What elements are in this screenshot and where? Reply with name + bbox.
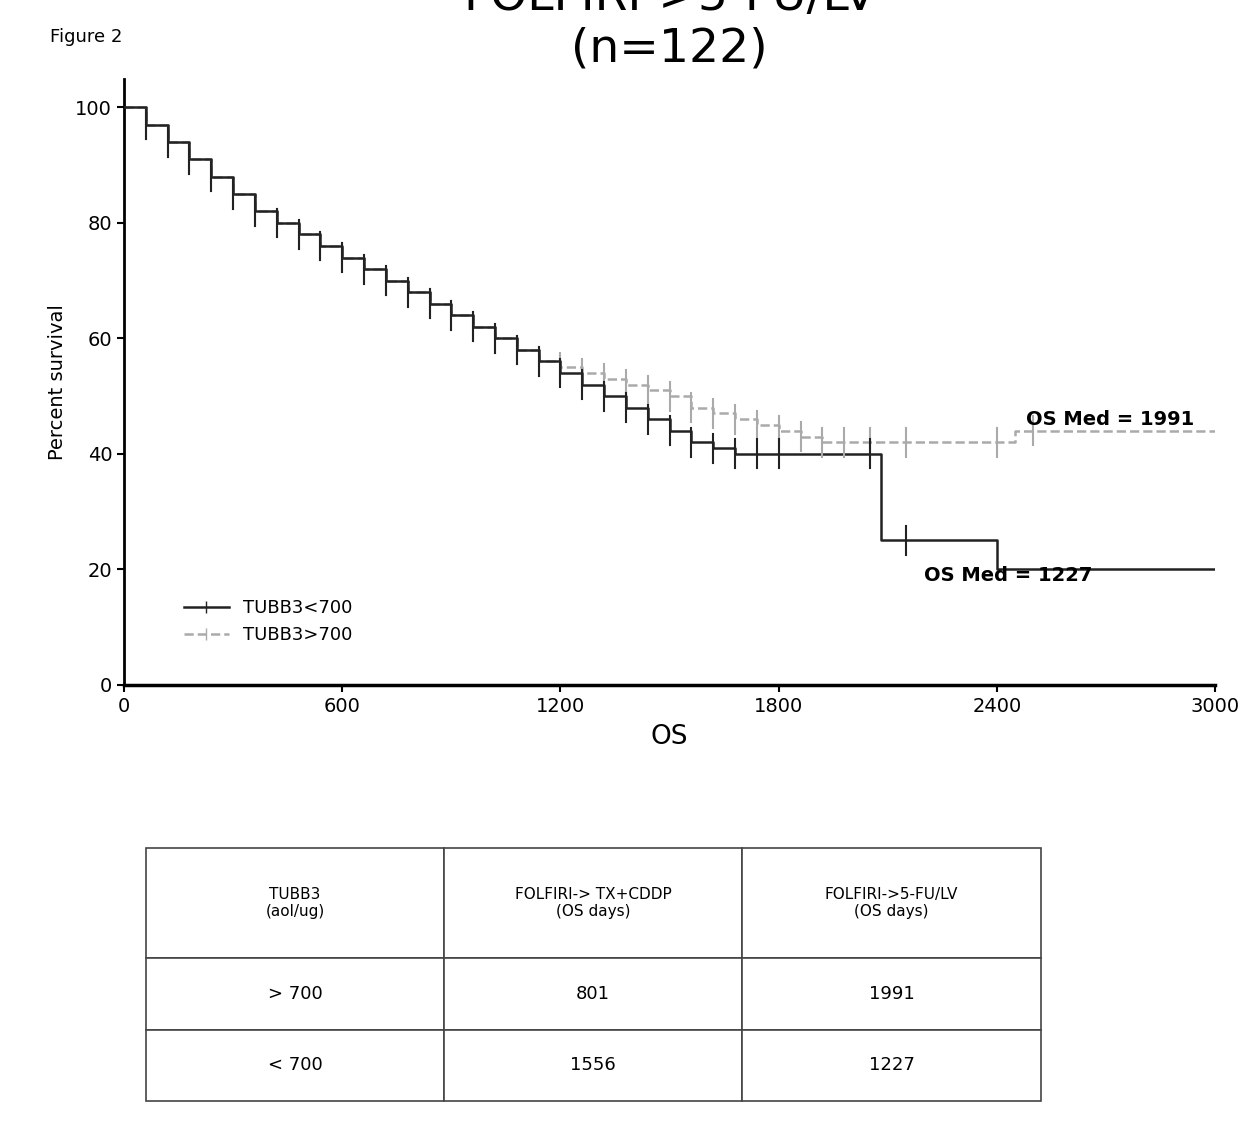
TUBB3<700 bbox=[312, 239, 327, 253]
TUBB3>700 bbox=[954, 436, 968, 449]
TUBB3>700 bbox=[553, 360, 568, 374]
TUBB3<700 bbox=[553, 366, 568, 380]
TUBB3>700 bbox=[139, 118, 154, 131]
Line: TUBB3<700: TUBB3<700 bbox=[124, 108, 1215, 569]
TUBB3>700 bbox=[575, 366, 590, 380]
TUBB3<700 bbox=[794, 447, 808, 460]
TUBB3<700 bbox=[117, 101, 131, 115]
TUBB3>700 bbox=[531, 355, 546, 368]
TUBB3<700 bbox=[684, 436, 699, 449]
TUBB3>700 bbox=[771, 424, 786, 438]
TUBB3>700 bbox=[1008, 424, 1023, 438]
TUBB3<700 bbox=[335, 250, 350, 264]
TUBB3>700 bbox=[684, 401, 699, 414]
TUBB3>700 bbox=[862, 436, 877, 449]
TUBB3<700 bbox=[378, 274, 393, 287]
TUBB3<700 bbox=[422, 296, 436, 310]
TUBB3<700 bbox=[662, 424, 677, 438]
TUBB3<700 bbox=[990, 563, 1004, 576]
TUBB3>700 bbox=[291, 228, 306, 241]
TUBB3>700 bbox=[1135, 424, 1149, 438]
TUBB3>700 bbox=[248, 204, 263, 218]
TUBB3<700 bbox=[706, 441, 720, 455]
TUBB3>700 bbox=[1208, 424, 1223, 438]
TUBB3>700 bbox=[990, 436, 1004, 449]
TUBB3<700 bbox=[575, 377, 590, 391]
TUBB3<700 bbox=[531, 355, 546, 368]
TUBB3>700 bbox=[1063, 424, 1078, 438]
TUBB3>700 bbox=[1025, 424, 1040, 438]
TUBB3>700 bbox=[357, 263, 372, 276]
TUBB3>700 bbox=[487, 331, 502, 345]
TUBB3>700 bbox=[662, 390, 677, 403]
TUBB3>700 bbox=[117, 101, 131, 115]
TUBB3<700 bbox=[954, 533, 968, 547]
TUBB3>700 bbox=[401, 285, 415, 299]
TUBB3<700 bbox=[619, 401, 634, 414]
TUBB3<700 bbox=[844, 447, 859, 460]
Text: Figure 2: Figure 2 bbox=[50, 28, 122, 46]
TUBB3>700 bbox=[510, 344, 525, 357]
TUBB3<700 bbox=[837, 447, 852, 460]
TUBB3>700 bbox=[422, 296, 436, 310]
TUBB3<700 bbox=[226, 188, 241, 201]
TUBB3>700 bbox=[226, 188, 241, 201]
TUBB3>700 bbox=[269, 217, 284, 230]
TUBB3<700 bbox=[182, 153, 197, 166]
TUBB3<700 bbox=[852, 447, 867, 460]
TUBB3<700 bbox=[916, 533, 931, 547]
TUBB3>700 bbox=[844, 436, 859, 449]
TUBB3>700 bbox=[466, 320, 481, 334]
TUBB3<700 bbox=[139, 118, 154, 131]
TUBB3>700 bbox=[794, 430, 808, 444]
TUBB3<700 bbox=[815, 447, 830, 460]
X-axis label: OS: OS bbox=[651, 724, 688, 750]
TUBB3<700 bbox=[291, 228, 306, 241]
TUBB3>700 bbox=[335, 250, 350, 264]
TUBB3>700 bbox=[640, 384, 655, 398]
TUBB3>700 bbox=[706, 407, 720, 420]
TUBB3<700 bbox=[466, 320, 481, 334]
Title: FOLFIRI->5-FU/LV
(n=122): FOLFIRI->5-FU/LV (n=122) bbox=[463, 0, 877, 72]
TUBB3<700 bbox=[1063, 563, 1078, 576]
Text: OS Med = 1227: OS Med = 1227 bbox=[924, 566, 1092, 585]
TUBB3<700 bbox=[248, 204, 263, 218]
TUBB3<700 bbox=[357, 263, 372, 276]
TUBB3<700 bbox=[873, 533, 888, 547]
Y-axis label: Percent survival: Percent survival bbox=[48, 303, 67, 459]
TUBB3<700 bbox=[749, 447, 764, 460]
Text: OS Med = 1991: OS Med = 1991 bbox=[1025, 410, 1194, 429]
TUBB3<700 bbox=[487, 331, 502, 345]
Line: TUBB3>700: TUBB3>700 bbox=[124, 108, 1215, 442]
TUBB3<700 bbox=[596, 390, 611, 403]
TUBB3<700 bbox=[444, 309, 459, 322]
TUBB3>700 bbox=[880, 436, 895, 449]
Legend: TUBB3<700, TUBB3>700: TUBB3<700, TUBB3>700 bbox=[176, 592, 360, 651]
TUBB3<700 bbox=[203, 170, 218, 183]
TUBB3<700 bbox=[510, 344, 525, 357]
TUBB3>700 bbox=[203, 170, 218, 183]
TUBB3<700 bbox=[401, 285, 415, 299]
TUBB3>700 bbox=[749, 418, 764, 431]
TUBB3>700 bbox=[815, 436, 830, 449]
TUBB3>700 bbox=[182, 153, 197, 166]
TUBB3<700 bbox=[880, 533, 895, 547]
TUBB3>700 bbox=[728, 412, 743, 426]
TUBB3>700 bbox=[916, 436, 931, 449]
TUBB3>700 bbox=[619, 377, 634, 391]
TUBB3>700 bbox=[160, 136, 175, 149]
TUBB3<700 bbox=[269, 217, 284, 230]
TUBB3<700 bbox=[771, 447, 786, 460]
TUBB3<700 bbox=[1135, 563, 1149, 576]
TUBB3<700 bbox=[728, 447, 743, 460]
TUBB3<700 bbox=[1208, 563, 1223, 576]
TUBB3>700 bbox=[837, 436, 852, 449]
TUBB3<700 bbox=[640, 412, 655, 426]
TUBB3>700 bbox=[378, 274, 393, 287]
TUBB3>700 bbox=[596, 372, 611, 385]
TUBB3>700 bbox=[444, 309, 459, 322]
TUBB3<700 bbox=[160, 136, 175, 149]
TUBB3>700 bbox=[312, 239, 327, 253]
